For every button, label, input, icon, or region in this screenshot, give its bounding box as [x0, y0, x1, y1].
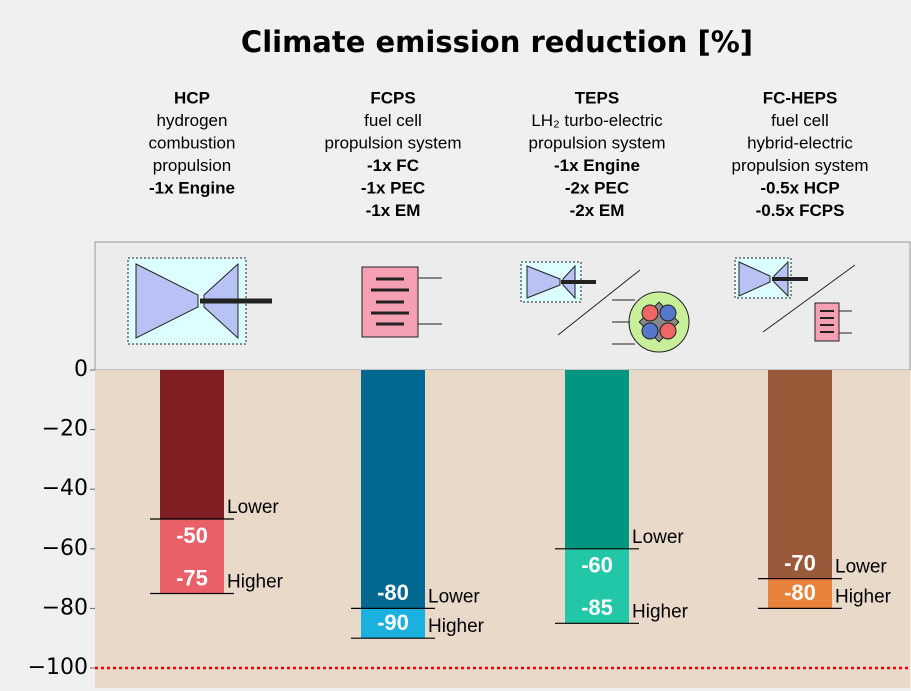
y-tick-label: 0 — [74, 357, 88, 382]
y-tick-label: −100 — [28, 655, 88, 680]
category-description: hydrogen — [157, 111, 228, 130]
data-label: -80 — [784, 580, 816, 605]
y-tick-label: −80 — [42, 595, 88, 620]
data-label: -75 — [176, 565, 208, 590]
category-component: -0.5x FCPS — [756, 201, 845, 220]
category-description: propulsion system — [731, 156, 868, 175]
data-label: -80 — [377, 580, 409, 605]
y-tick-label: −20 — [42, 417, 88, 442]
bar — [768, 370, 832, 579]
data-label: -85 — [581, 595, 613, 620]
series-label: Lower — [835, 557, 887, 578]
data-label: -60 — [581, 553, 613, 578]
chart-title: Climate emission reduction [%] — [241, 25, 753, 59]
series-label: Higher — [835, 586, 892, 607]
category-description: propulsion system — [528, 133, 665, 152]
series-label: Higher — [227, 572, 284, 593]
category-component: -1x FC — [367, 156, 419, 175]
category-name: HCP — [174, 88, 210, 107]
data-label: -90 — [377, 610, 409, 635]
category-description: propulsion — [153, 156, 231, 175]
category-component: -2x EM — [570, 201, 625, 220]
category-component: -1x Engine — [554, 156, 640, 175]
bar — [160, 370, 224, 519]
category-component: -0.5x HCP — [760, 178, 839, 197]
series-label: Higher — [428, 616, 485, 637]
series-label: Lower — [428, 586, 480, 607]
bar — [565, 370, 629, 549]
category-name: FCPS — [370, 88, 415, 107]
category-component: -2x PEC — [565, 178, 629, 197]
icons — [127, 257, 856, 353]
category-description: LH₂ turbo-electric — [531, 111, 663, 130]
bar — [361, 370, 425, 609]
category-component: -1x Engine — [149, 178, 235, 197]
category-description: fuel cell — [364, 111, 422, 130]
series-label: Higher — [632, 601, 689, 622]
category-description: fuel cell — [771, 111, 829, 130]
y-tick-label: −60 — [42, 536, 88, 561]
category-component: -1x EM — [366, 201, 421, 220]
series-label: Lower — [632, 527, 684, 548]
data-label: -70 — [784, 550, 816, 575]
category-description: hybrid-electric — [747, 133, 853, 152]
category-name: TEPS — [575, 88, 619, 107]
data-label: -50 — [176, 523, 208, 548]
category-description: propulsion system — [324, 133, 461, 152]
category-description: combustion — [149, 133, 236, 152]
category-component: -1x PEC — [361, 178, 425, 197]
series-label: Lower — [227, 497, 279, 518]
category-name: FC-HEPS — [763, 88, 838, 107]
y-tick-label: −40 — [42, 476, 88, 501]
